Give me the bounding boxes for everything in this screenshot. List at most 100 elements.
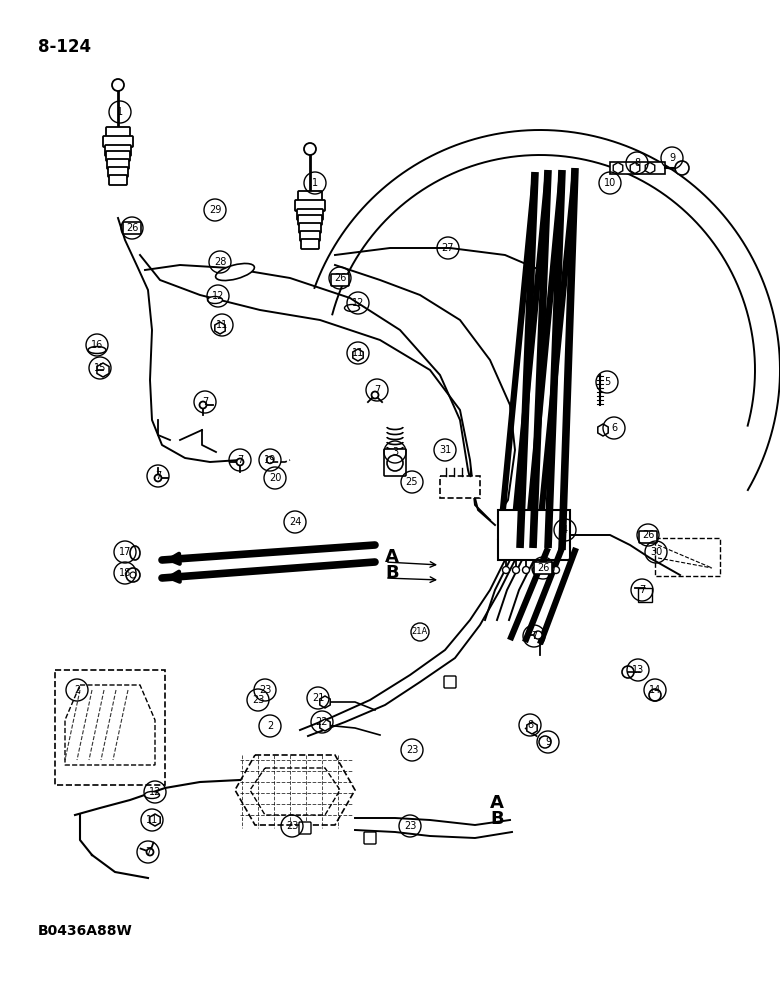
Text: 6: 6: [611, 423, 617, 433]
Circle shape: [147, 848, 154, 856]
FancyBboxPatch shape: [105, 145, 131, 156]
Text: 5: 5: [604, 377, 610, 387]
FancyBboxPatch shape: [297, 209, 323, 220]
Text: 9: 9: [669, 153, 675, 163]
Ellipse shape: [207, 296, 222, 304]
Text: 9: 9: [545, 737, 551, 747]
FancyBboxPatch shape: [384, 449, 406, 476]
FancyBboxPatch shape: [534, 562, 552, 574]
Circle shape: [502, 566, 509, 574]
Text: 2: 2: [74, 685, 80, 695]
Ellipse shape: [130, 546, 140, 560]
Text: 8: 8: [634, 158, 640, 168]
Text: 23: 23: [406, 745, 418, 755]
Circle shape: [675, 161, 689, 175]
Text: B0436A88W: B0436A88W: [38, 924, 133, 938]
Text: 8: 8: [527, 720, 533, 730]
Circle shape: [622, 666, 634, 678]
Text: 24: 24: [289, 517, 301, 527]
Text: 23: 23: [285, 821, 298, 831]
Circle shape: [539, 736, 551, 748]
FancyBboxPatch shape: [123, 222, 141, 234]
FancyBboxPatch shape: [298, 191, 322, 202]
Text: B: B: [385, 564, 399, 582]
Text: 23: 23: [404, 821, 417, 831]
Circle shape: [387, 455, 403, 471]
Text: 7: 7: [155, 471, 161, 481]
Text: 4: 4: [562, 525, 568, 535]
FancyBboxPatch shape: [107, 159, 129, 169]
Text: 25: 25: [406, 477, 418, 487]
Text: 1: 1: [117, 107, 123, 117]
Circle shape: [154, 475, 161, 482]
Text: 3: 3: [392, 447, 398, 457]
FancyBboxPatch shape: [331, 274, 349, 286]
Text: 2: 2: [267, 721, 273, 731]
Text: 21: 21: [312, 693, 324, 703]
Text: 22: 22: [316, 717, 328, 727]
Text: 23: 23: [252, 695, 264, 705]
Circle shape: [523, 566, 530, 574]
Circle shape: [236, 458, 243, 466]
Text: 28: 28: [214, 257, 226, 267]
FancyBboxPatch shape: [103, 136, 133, 147]
Text: 11: 11: [352, 348, 364, 358]
Circle shape: [304, 143, 316, 155]
Text: 26: 26: [334, 273, 346, 283]
Text: 16: 16: [91, 340, 103, 350]
Text: 7: 7: [237, 455, 243, 465]
Text: 10: 10: [604, 178, 616, 188]
FancyBboxPatch shape: [106, 151, 130, 161]
FancyBboxPatch shape: [300, 231, 320, 241]
Circle shape: [534, 631, 542, 639]
FancyBboxPatch shape: [364, 832, 376, 844]
FancyBboxPatch shape: [444, 676, 456, 688]
Circle shape: [371, 391, 378, 398]
Text: 7: 7: [202, 397, 208, 407]
Circle shape: [200, 401, 207, 408]
FancyBboxPatch shape: [299, 822, 311, 834]
FancyBboxPatch shape: [299, 223, 321, 233]
Text: 27: 27: [441, 243, 454, 253]
Text: 7: 7: [531, 631, 537, 641]
FancyBboxPatch shape: [639, 531, 657, 543]
Text: 12: 12: [212, 291, 224, 301]
Circle shape: [130, 572, 136, 578]
Circle shape: [533, 566, 540, 574]
Text: 7: 7: [639, 585, 645, 595]
Circle shape: [126, 568, 140, 582]
Text: 14: 14: [649, 685, 661, 695]
FancyBboxPatch shape: [301, 239, 319, 249]
Text: 30: 30: [650, 547, 662, 557]
FancyBboxPatch shape: [106, 127, 130, 138]
Text: 1: 1: [312, 178, 318, 188]
Text: A: A: [490, 794, 504, 812]
Circle shape: [112, 79, 124, 91]
Text: 7: 7: [145, 847, 151, 857]
Circle shape: [267, 456, 274, 464]
FancyBboxPatch shape: [295, 200, 325, 211]
Circle shape: [512, 566, 519, 574]
Text: B: B: [490, 810, 504, 828]
Bar: [655, 538, 720, 576]
Circle shape: [649, 689, 661, 701]
Text: 11: 11: [216, 320, 228, 330]
Text: 31: 31: [439, 445, 451, 455]
Text: 18: 18: [119, 568, 131, 578]
Text: 26: 26: [537, 563, 549, 573]
Text: 17: 17: [119, 547, 131, 557]
Bar: [498, 510, 570, 560]
Text: 29: 29: [209, 205, 222, 215]
Text: 26: 26: [126, 223, 138, 233]
Ellipse shape: [144, 792, 159, 798]
FancyBboxPatch shape: [298, 215, 322, 225]
Text: A: A: [385, 548, 399, 566]
Bar: [638, 588, 652, 602]
Circle shape: [543, 566, 549, 574]
FancyBboxPatch shape: [108, 167, 128, 177]
Text: 12: 12: [149, 787, 161, 797]
Text: 20: 20: [269, 473, 281, 483]
Ellipse shape: [215, 263, 254, 281]
Text: 23: 23: [259, 685, 271, 695]
Text: 12: 12: [352, 298, 364, 308]
